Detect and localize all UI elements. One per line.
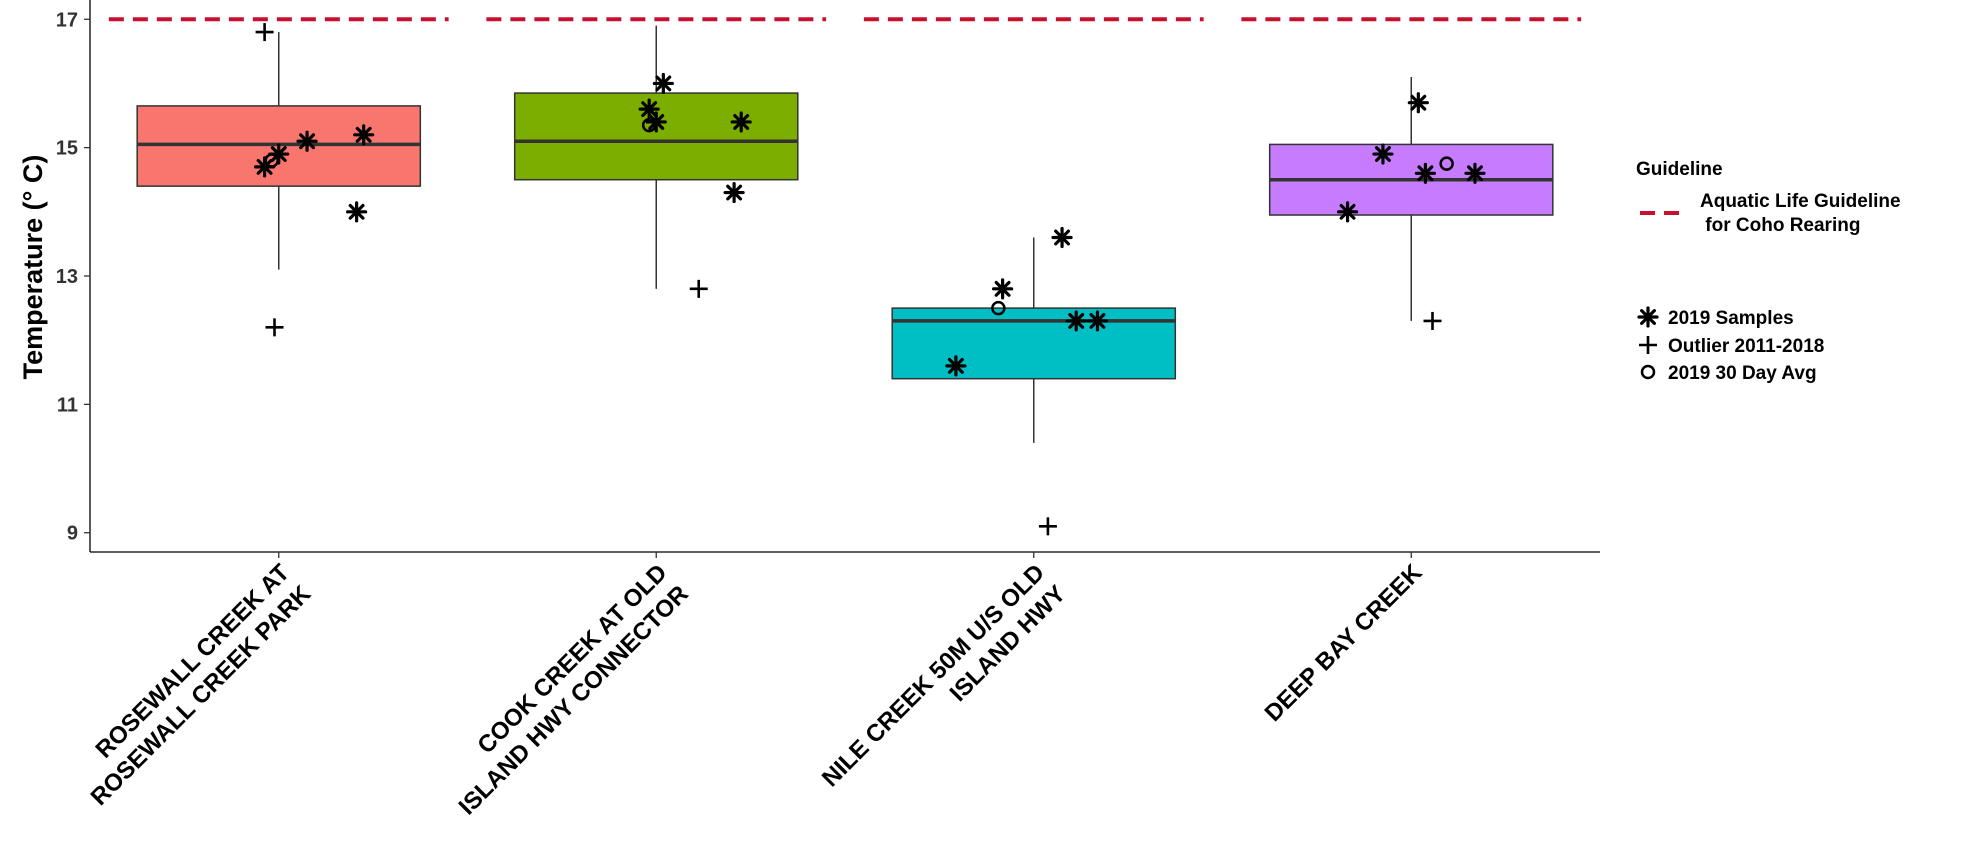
sample-2019-point [645,111,667,133]
box [891,307,1177,380]
sample-2019-point [296,130,318,152]
sample-2019-point [1407,92,1429,114]
legend-title: Guideline [1636,159,1723,180]
legend-guideline-label-line: Aquatic Life Guideline [1700,191,1901,212]
sample-2019-point [723,181,745,204]
avg-30-day-point [264,153,279,168]
y-tick-label: 11 [57,394,78,416]
legend-avg-label: 2019 30 Day Avg [1668,363,1817,384]
avg-30-day-point [991,300,1006,316]
outlier-point [1038,517,1057,536]
star-stroke [270,146,287,163]
sample-2019-point [1414,162,1437,184]
y-axis-title: Temperature (° C) [18,155,48,380]
avg-30-day-point [1439,156,1454,171]
sample-2019-point [652,72,674,95]
outlier-point [255,23,274,42]
sample-2019-point [1637,306,1659,328]
category-label-line: DEEP BAY CREEK [1260,559,1428,727]
star-stroke [1054,229,1071,246]
axes: 9 11 13 15 17 [56,0,1600,558]
sample-2019-point [992,278,1014,300]
star-stroke [1068,312,1085,329]
star-stroke [726,184,743,201]
star-stroke [348,203,365,220]
star-stroke [1339,203,1356,220]
category-label-line: ROSEWALL CREEK PARK [86,580,317,811]
outlier-point [1423,311,1442,330]
star-stroke [1466,165,1483,182]
y-tick-label: 15 [56,138,78,160]
star-stroke [355,126,372,143]
legend-samples-label: 2019 Samples [1668,308,1794,329]
star-stroke [1089,312,1106,329]
star-stroke [641,101,658,118]
sample-2019-point [1086,310,1109,332]
star-stroke [655,75,672,92]
sample-2019-point [346,201,368,223]
star-stroke [1374,146,1391,163]
star-stroke [1417,165,1434,182]
category-label-line: ROSEWALL CREEK AT [90,559,295,764]
legend-guideline-label-line: for Coho Rearing [1700,215,1860,236]
y-tick-label: 17 [56,9,78,31]
boxplots [136,25,1554,443]
sample-2019-point [1372,143,1394,165]
category-label-line: ISLAND HWY CONNECTOR [454,580,694,820]
category-label-line: NILE CREEK 50M U/S OLD [817,559,1050,792]
outlier-point [689,279,708,298]
category-label: DEEP BAY CREEK [1260,559,1428,727]
category-label-line: COOK CREEK AT OLD [472,559,672,759]
legend-outlier-label: Outlier 2011-2018 [1668,336,1824,357]
data-points [253,23,1486,536]
star-stroke [733,113,750,130]
category-label: COOK CREEK AT OLDISLAND HWY CONNECTOR [432,559,693,820]
legend: Guideline Aquatic Life Guideline for Coho… [1636,159,1901,384]
sample-2019-point [730,111,752,133]
star-stroke [994,280,1011,297]
y-tick-label: 9 [67,523,78,545]
sample-2019-point [1464,162,1486,184]
star-stroke [1410,94,1427,111]
category-label: ROSEWALL CREEK ATROSEWALL CREEK PARK [64,559,316,811]
star-stroke [648,113,665,130]
avg-30-day-point [641,117,657,133]
legend-guideline-label: Aquatic Life Guideline for Coho Rearing [1700,191,1901,236]
box [513,92,799,181]
sample-2019-point [1336,201,1359,223]
star-stroke [947,357,964,374]
avg-30-day-point [1640,364,1656,380]
star-stroke [1640,309,1656,325]
y-tick-label: 13 [56,266,78,288]
sample-2019-point [353,124,375,146]
outlier-point [1639,336,1657,354]
sample-2019-point [945,355,967,377]
outlier-point [265,318,284,337]
star-stroke [299,133,316,150]
sample-2019-point [1051,226,1073,249]
category-label: NILE CREEK 50M U/S OLDISLAND HWY [817,559,1071,813]
star-stroke [256,158,273,175]
sample-2019-point [1065,310,1087,332]
category-labels: ROSEWALL CREEK ATROSEWALL CREEK PARK COOK… [64,559,1428,821]
